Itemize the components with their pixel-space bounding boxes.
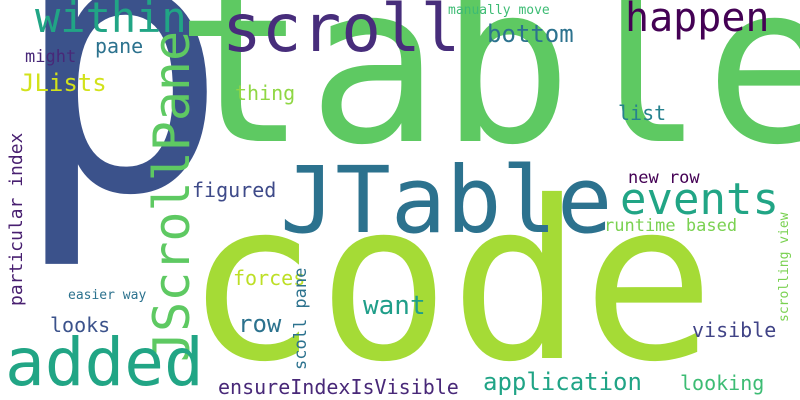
word-forces: forces bbox=[233, 266, 306, 290]
word-table: table bbox=[175, 0, 800, 193]
word-jscrollpane: JScrollPane bbox=[143, 30, 201, 362]
word-looks: looks bbox=[50, 313, 111, 337]
word-figured: figured bbox=[192, 178, 277, 202]
word-application: application bbox=[483, 368, 642, 396]
word-new-row: new row bbox=[628, 168, 700, 188]
word-scrolling: scrolling view bbox=[777, 212, 792, 322]
word-pane: pane bbox=[95, 34, 144, 58]
word-want: want bbox=[363, 291, 426, 321]
word-added: added bbox=[5, 324, 204, 400]
word-events: events bbox=[620, 174, 779, 225]
word-scoll-pane: scoll pane bbox=[291, 267, 311, 370]
word-p: p bbox=[12, 0, 229, 274]
word-list: list bbox=[618, 101, 667, 125]
word-within: within bbox=[35, 0, 187, 42]
word-looking: looking bbox=[680, 371, 765, 395]
word-ensure: ensureIndexIsVisible bbox=[218, 375, 459, 399]
word-jlists: JLists bbox=[20, 69, 107, 97]
word-code: code bbox=[185, 154, 715, 400]
word-visible: visible bbox=[692, 318, 777, 342]
word-might: might bbox=[25, 47, 77, 67]
word-thing: thing bbox=[235, 81, 296, 105]
word-happen: happen bbox=[625, 0, 770, 41]
word-easier: easier way bbox=[68, 288, 147, 303]
word-scroll: scroll bbox=[222, 0, 461, 67]
word-particular: particular index bbox=[6, 132, 27, 306]
word-manually: manually move bbox=[448, 3, 550, 18]
word-jtable: JTable bbox=[280, 147, 613, 254]
word-runtime-based: runtime based bbox=[604, 216, 738, 236]
word-row: row bbox=[238, 310, 282, 338]
word-bottom: bottom bbox=[487, 20, 574, 48]
